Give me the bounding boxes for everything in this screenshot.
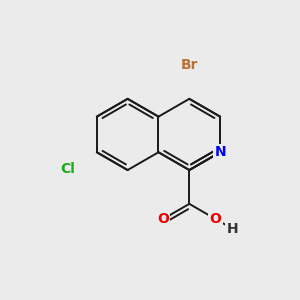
Text: N: N: [214, 145, 226, 159]
Text: Br: Br: [181, 58, 198, 72]
Text: O: O: [210, 212, 221, 226]
Text: Cl: Cl: [60, 162, 75, 176]
Text: H: H: [227, 222, 238, 236]
Text: O: O: [157, 212, 169, 226]
